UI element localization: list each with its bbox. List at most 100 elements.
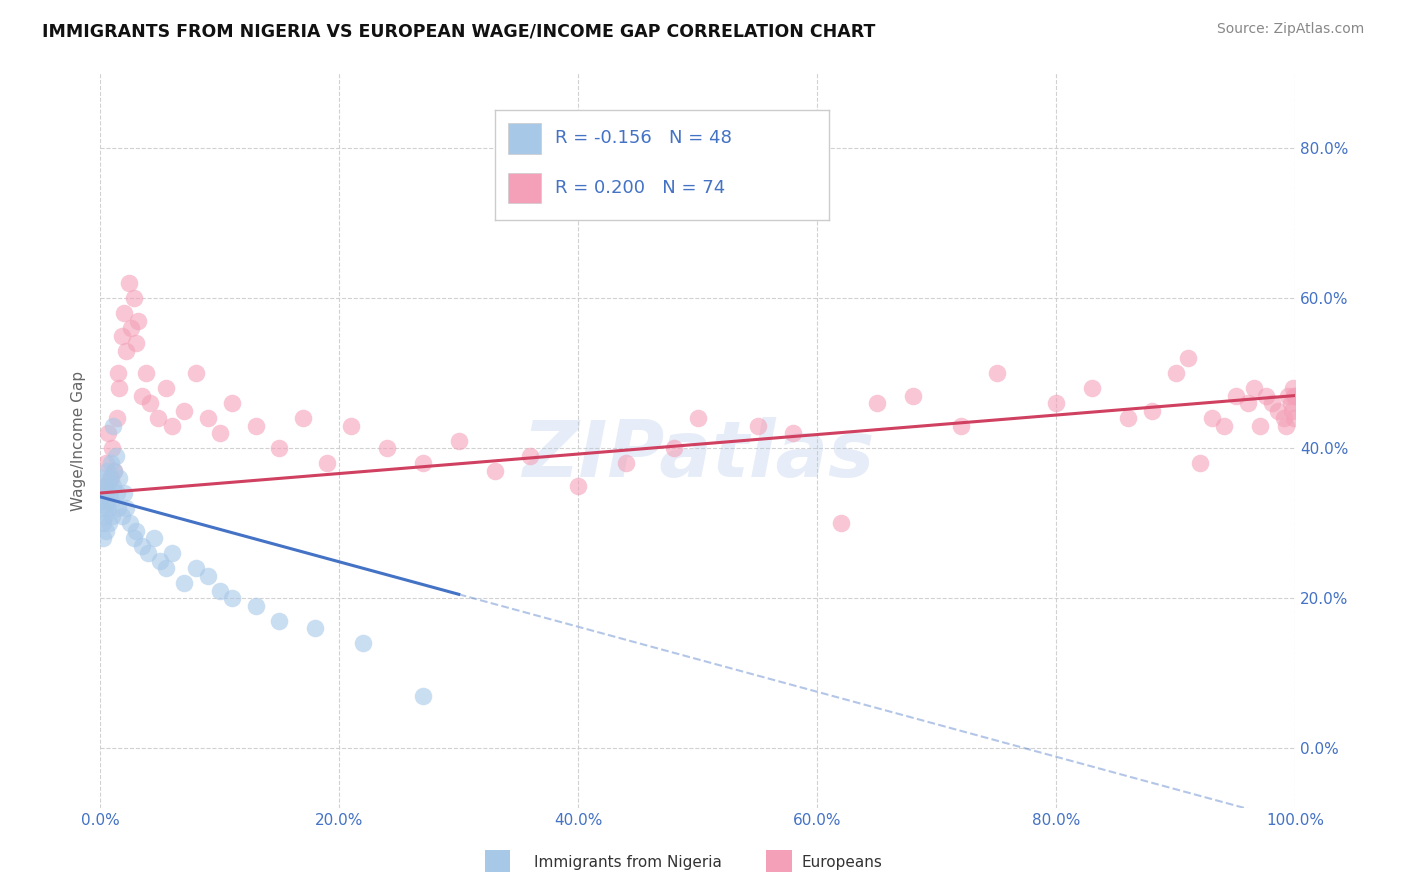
Point <box>131 388 153 402</box>
Point <box>614 456 637 470</box>
Point <box>519 449 541 463</box>
Point <box>125 336 148 351</box>
Point <box>686 411 709 425</box>
Point <box>304 621 326 635</box>
Point <box>1249 418 1271 433</box>
Point <box>160 546 183 560</box>
Point <box>747 418 769 433</box>
Point <box>1081 381 1104 395</box>
Point <box>136 546 159 560</box>
Point <box>197 411 219 425</box>
Point <box>111 508 134 523</box>
Text: Europeans: Europeans <box>801 855 883 870</box>
Point <box>105 486 128 500</box>
Point <box>1281 403 1303 417</box>
Point <box>866 396 889 410</box>
Point <box>112 306 135 320</box>
Point <box>567 478 589 492</box>
Point <box>830 516 852 530</box>
Point <box>412 456 434 470</box>
Point <box>125 524 148 538</box>
Point <box>107 501 129 516</box>
Point <box>112 486 135 500</box>
Point <box>1277 388 1299 402</box>
Point <box>111 328 134 343</box>
Point <box>1279 396 1302 410</box>
Point <box>98 486 121 500</box>
Point <box>96 493 118 508</box>
Point <box>1284 388 1306 402</box>
Point <box>122 531 145 545</box>
Point <box>245 599 267 613</box>
Point <box>412 689 434 703</box>
Point <box>173 576 195 591</box>
Point <box>221 396 243 410</box>
Text: Immigrants from Nigeria: Immigrants from Nigeria <box>534 855 723 870</box>
Point <box>1272 411 1295 425</box>
Point <box>100 471 122 485</box>
Point <box>269 441 291 455</box>
Point <box>269 614 291 628</box>
Point <box>901 388 924 402</box>
Point <box>1164 366 1187 380</box>
Point <box>97 425 120 440</box>
Point <box>375 441 398 455</box>
Point <box>1188 456 1211 470</box>
Text: IMMIGRANTS FROM NIGERIA VS EUROPEAN WAGE/INCOME GAP CORRELATION CHART: IMMIGRANTS FROM NIGERIA VS EUROPEAN WAGE… <box>42 22 876 40</box>
Point <box>91 516 114 530</box>
Point <box>142 531 165 545</box>
Point <box>127 313 149 327</box>
Point <box>447 434 470 448</box>
Point <box>115 343 138 358</box>
Point <box>208 425 231 440</box>
Point <box>118 516 141 530</box>
Text: ZIPatlas: ZIPatlas <box>522 417 875 493</box>
Point <box>1236 396 1258 410</box>
Point <box>155 561 177 575</box>
Point <box>292 411 315 425</box>
Point <box>93 478 115 492</box>
Point <box>1140 403 1163 417</box>
Point <box>94 456 117 470</box>
Point <box>135 366 157 380</box>
Point <box>104 449 127 463</box>
Point <box>1177 351 1199 365</box>
Point <box>101 478 124 492</box>
Point <box>115 501 138 516</box>
Point <box>91 531 114 545</box>
Point <box>160 418 183 433</box>
Point <box>108 471 131 485</box>
Point <box>662 441 685 455</box>
Point <box>90 493 112 508</box>
Text: Source: ZipAtlas.com: Source: ZipAtlas.com <box>1216 22 1364 37</box>
Point <box>131 539 153 553</box>
Point <box>94 486 117 500</box>
Point <box>100 493 122 508</box>
Point <box>352 636 374 650</box>
Point <box>98 516 121 530</box>
Point <box>93 471 115 485</box>
Point <box>149 553 172 567</box>
Point <box>94 508 117 523</box>
Point <box>986 366 1008 380</box>
Point <box>101 441 124 455</box>
Point <box>93 478 115 492</box>
Point <box>1284 388 1306 402</box>
Point <box>103 418 125 433</box>
Point <box>108 381 131 395</box>
Point <box>100 456 122 470</box>
Point <box>1201 411 1223 425</box>
Point <box>1282 381 1305 395</box>
Point <box>208 583 231 598</box>
Point <box>139 396 162 410</box>
Point <box>122 291 145 305</box>
Point <box>316 456 339 470</box>
Point <box>1212 418 1234 433</box>
Point <box>107 366 129 380</box>
Point <box>184 366 207 380</box>
Point <box>782 425 804 440</box>
Point <box>1267 403 1289 417</box>
Point <box>101 508 124 523</box>
Point <box>120 321 142 335</box>
Point <box>146 411 169 425</box>
